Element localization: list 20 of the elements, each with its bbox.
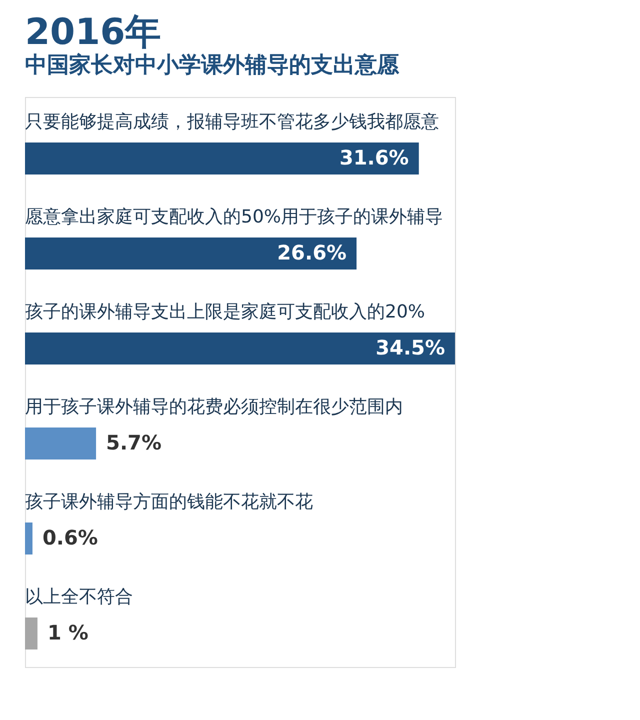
data-label: 26.6% <box>277 240 347 264</box>
bar <box>25 618 38 650</box>
y-tick-label: 以上全不符合 <box>25 586 133 608</box>
bar <box>25 238 357 270</box>
chart-title: 2016年 <box>25 12 162 53</box>
y-tick-label: 孩子课外辅导方面的钱能不花就不花 <box>25 492 313 512</box>
chart-subtitle: 中国家长对中小学课外辅导的支出意愿 <box>25 52 400 78</box>
bar <box>25 332 455 364</box>
data-label: 5.7% <box>106 430 162 454</box>
y-tick-label: 孩子的课外辅导支出上限是家庭可支配收入的20% <box>25 302 426 322</box>
data-label: 31.6% <box>339 146 409 170</box>
y-tick-label: 愿意拿出家庭可支配收入的50%用于孩子的课外辅导 <box>25 206 444 228</box>
y-tick-label: 只要能够提高成绩，报辅导班不管花多少钱我都愿意 <box>25 112 439 132</box>
y-tick-label: 用于孩子课外辅导的花费必须控制在很少范围内 <box>25 396 403 418</box>
bar <box>25 522 32 554</box>
bar <box>25 428 96 460</box>
data-label: 34.5% <box>376 336 445 360</box>
data-label: 1 % <box>47 620 88 644</box>
bar <box>25 142 419 174</box>
data-label: 0.6% <box>42 526 98 550</box>
